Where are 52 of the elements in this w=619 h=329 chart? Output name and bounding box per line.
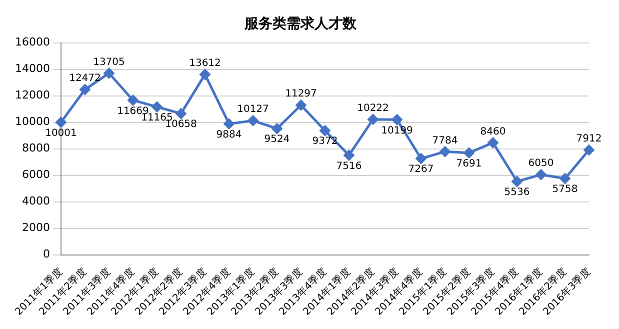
- data-label: 7912: [576, 134, 602, 145]
- y-tick-label: 10000: [14, 115, 50, 128]
- point: [56, 117, 66, 128]
- point: [440, 146, 450, 157]
- point: [224, 118, 234, 130]
- point: [512, 176, 522, 187]
- y-tick-label: 16000: [14, 36, 50, 49]
- point: [104, 68, 114, 78]
- data-label: 13705: [93, 56, 125, 68]
- data-label: 11297: [285, 88, 317, 100]
- point: [128, 94, 138, 106]
- y-tick-label: 6000: [22, 168, 50, 182]
- data-label: 8460: [480, 126, 506, 138]
- data-label: 7691: [456, 158, 482, 170]
- point: [536, 169, 546, 180]
- point: [392, 114, 402, 125]
- point: [464, 148, 474, 158]
- chart-title: 服务类需求人才数: [244, 16, 358, 32]
- point: [416, 153, 426, 164]
- point: [320, 125, 330, 136]
- y-tick-label: 14000: [14, 62, 50, 76]
- data-label: 10001: [45, 128, 77, 139]
- data-label: 9524: [264, 134, 290, 146]
- y-tick-label: 0: [42, 248, 50, 261]
- data-label: 7516: [336, 160, 362, 172]
- point: [560, 173, 570, 184]
- y-tick-label: 4000: [22, 194, 50, 208]
- data-label: 6050: [528, 158, 554, 170]
- point: [80, 84, 90, 95]
- data-label: 5536: [504, 187, 530, 198]
- data-label: 7267: [408, 164, 434, 176]
- y-tick-label: 8000: [22, 142, 50, 155]
- data-label: 7784: [432, 135, 458, 146]
- point: [176, 108, 186, 119]
- point: [368, 114, 378, 125]
- point: [344, 150, 354, 160]
- point: [200, 69, 210, 80]
- point: [272, 123, 282, 134]
- point: [296, 100, 306, 110]
- y-tick-label: 12000: [14, 88, 50, 102]
- data-label: 9884: [216, 129, 242, 140]
- data-label: 10222: [357, 102, 389, 114]
- data-label: 10658: [165, 119, 197, 130]
- point: [488, 137, 498, 148]
- data-label: 13612: [189, 58, 221, 70]
- y-tick-label: 2000: [22, 221, 50, 234]
- point: [152, 102, 162, 112]
- data-label: 10127: [237, 104, 269, 116]
- point: [248, 115, 258, 126]
- data-label: 12472: [69, 73, 101, 84]
- point: [584, 144, 594, 156]
- data-label: 5758: [552, 184, 578, 196]
